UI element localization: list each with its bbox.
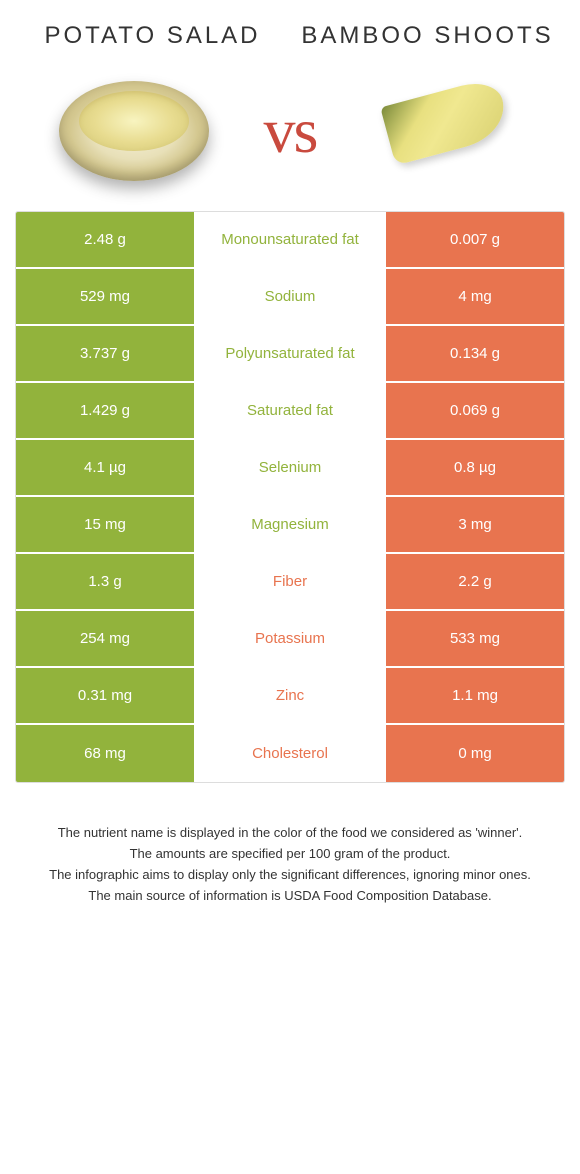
left-value: 254 mg: [16, 611, 194, 666]
right-value: 2.2 g: [386, 554, 564, 609]
left-food-title: POTATO SALAD: [15, 20, 290, 51]
nutrient-label: Polyunsaturated fat: [194, 326, 386, 381]
nutrient-label: Fiber: [194, 554, 386, 609]
nutrient-label: Cholesterol: [194, 725, 386, 782]
table-row: 4.1 µgSelenium0.8 µg: [16, 440, 564, 497]
nutrient-label: Potassium: [194, 611, 386, 666]
right-food-title: BAMBOO SHOOTS: [290, 20, 565, 51]
table-row: 68 mgCholesterol0 mg: [16, 725, 564, 782]
footer-notes: The nutrient name is displayed in the co…: [15, 823, 565, 906]
images-row: vs: [15, 81, 565, 181]
right-value: 0.069 g: [386, 383, 564, 438]
right-value: 3 mg: [386, 497, 564, 552]
table-row: 1.429 gSaturated fat0.069 g: [16, 383, 564, 440]
nutrient-label: Selenium: [194, 440, 386, 495]
footer-line: The amounts are specified per 100 gram o…: [25, 844, 555, 865]
left-value: 0.31 mg: [16, 668, 194, 723]
right-value: 0.007 g: [386, 212, 564, 267]
left-value: 1.429 g: [16, 383, 194, 438]
table-row: 15 mgMagnesium3 mg: [16, 497, 564, 554]
right-value: 1.1 mg: [386, 668, 564, 723]
vs-label: vs: [254, 94, 327, 168]
table-row: 2.48 gMonounsaturated fat0.007 g: [16, 212, 564, 269]
nutrient-label: Monounsaturated fat: [194, 212, 386, 267]
right-value: 0 mg: [386, 725, 564, 782]
table-row: 529 mgSodium4 mg: [16, 269, 564, 326]
left-value: 15 mg: [16, 497, 194, 552]
footer-line: The infographic aims to display only the…: [25, 865, 555, 886]
left-value: 2.48 g: [16, 212, 194, 267]
left-value: 3.737 g: [16, 326, 194, 381]
right-value: 0.8 µg: [386, 440, 564, 495]
left-value: 4.1 µg: [16, 440, 194, 495]
right-value: 4 mg: [386, 269, 564, 324]
nutrient-label: Sodium: [194, 269, 386, 324]
nutrient-label: Saturated fat: [194, 383, 386, 438]
table-row: 3.737 gPolyunsaturated fat0.134 g: [16, 326, 564, 383]
nutrient-table: 2.48 gMonounsaturated fat0.007 g529 mgSo…: [15, 211, 565, 783]
right-value: 533 mg: [386, 611, 564, 666]
table-row: 0.31 mgZinc1.1 mg: [16, 668, 564, 725]
nutrient-label: Magnesium: [194, 497, 386, 552]
left-value: 68 mg: [16, 725, 194, 782]
left-value: 529 mg: [16, 269, 194, 324]
left-value: 1.3 g: [16, 554, 194, 609]
potato-salad-icon: [59, 81, 209, 181]
nutrient-label: Zinc: [194, 668, 386, 723]
table-row: 254 mgPotassium533 mg: [16, 611, 564, 668]
footer-line: The main source of information is USDA F…: [25, 886, 555, 907]
left-food-image: [15, 81, 254, 181]
table-row: 1.3 gFiber2.2 g: [16, 554, 564, 611]
right-food-image: [326, 81, 565, 181]
right-value: 0.134 g: [386, 326, 564, 381]
header: POTATO SALAD BAMBOO SHOOTS: [15, 20, 565, 51]
footer-line: The nutrient name is displayed in the co…: [25, 823, 555, 844]
bamboo-shoot-icon: [366, 81, 526, 181]
